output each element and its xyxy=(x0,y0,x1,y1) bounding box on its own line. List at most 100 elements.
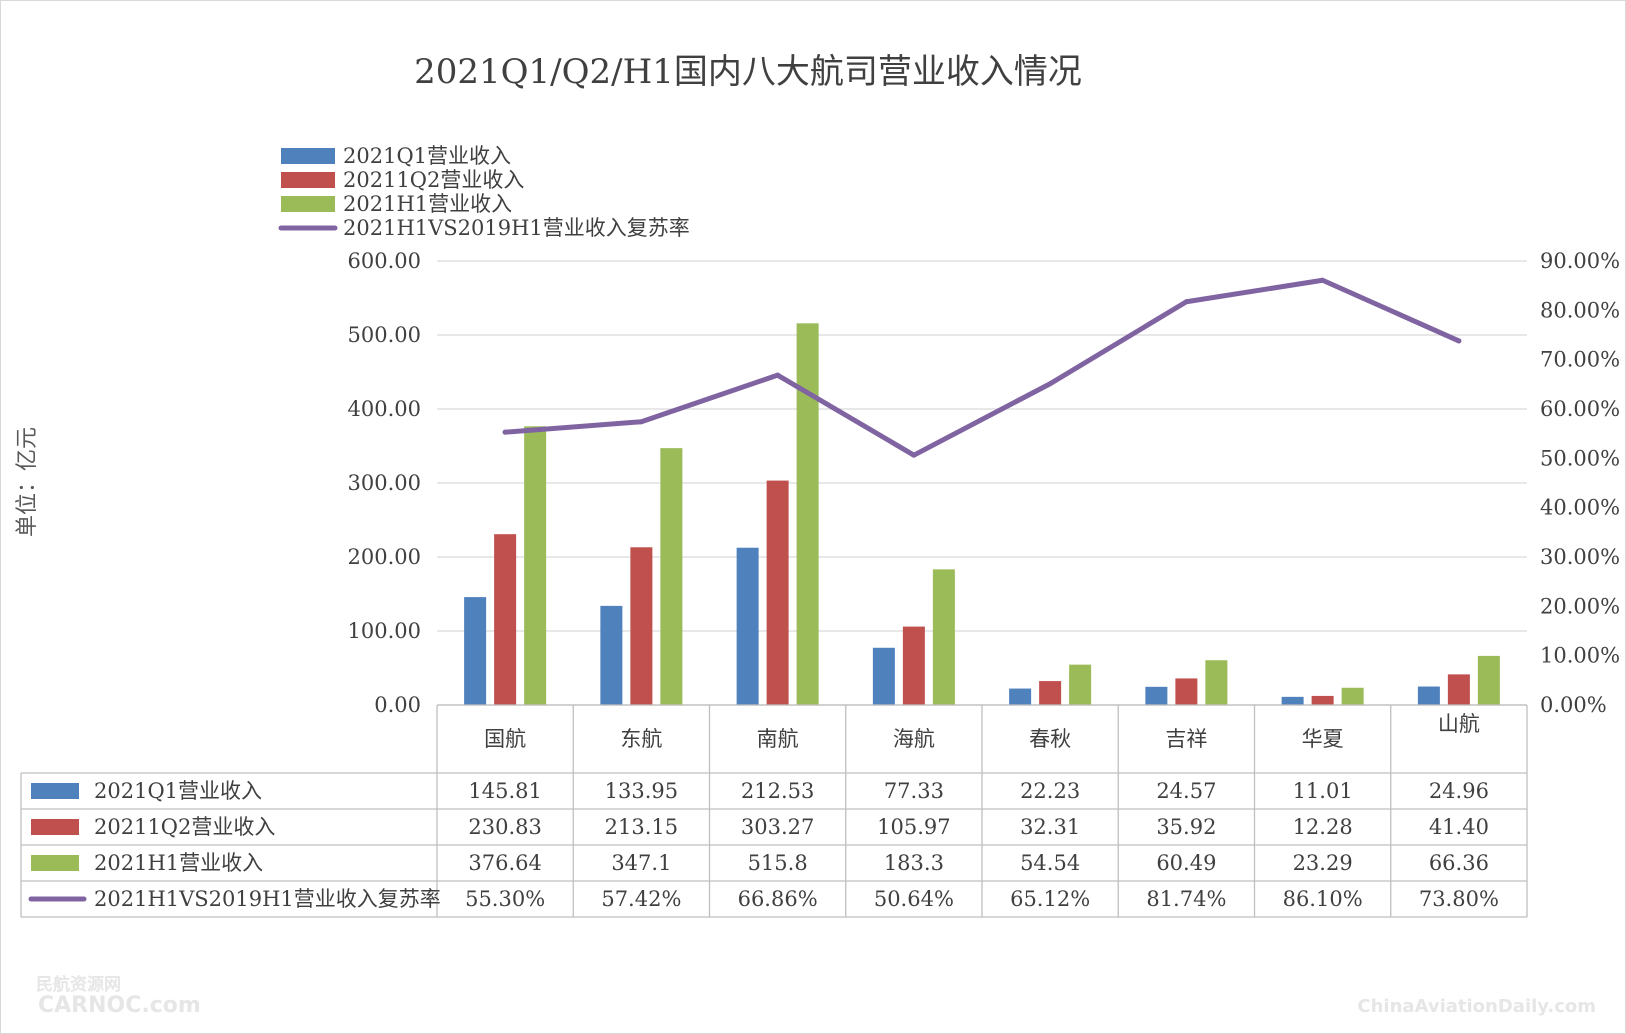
table-cell: 213.15 xyxy=(605,815,678,839)
bar-2-5 xyxy=(1175,678,1198,705)
table-cell: 24.96 xyxy=(1429,779,1489,803)
table-cell: 35.92 xyxy=(1156,815,1216,839)
table-cell: 515.8 xyxy=(748,851,808,875)
legend-label: 2021H1VS2019H1营业收入复苏率 xyxy=(343,216,690,240)
bar-3-3 xyxy=(932,569,955,705)
table-cell: 22.23 xyxy=(1020,779,1080,803)
table-cell: 57.42% xyxy=(601,887,681,911)
bar-1-5 xyxy=(1145,686,1168,705)
bars xyxy=(464,323,1500,705)
category-label: 东航 xyxy=(620,727,662,751)
table-cell: 65.12% xyxy=(1010,887,1090,911)
bar-3-4 xyxy=(1069,664,1092,705)
line-point-3 xyxy=(911,452,917,458)
table-cell: 11.01 xyxy=(1293,779,1353,803)
y-tick-label: 100.00 xyxy=(348,619,421,643)
table-cell: 41.40 xyxy=(1429,815,1489,839)
bar-1-0 xyxy=(464,597,487,705)
table-cell: 73.80% xyxy=(1419,887,1499,911)
y-axis-secondary: 0.00% 10.00% 20.00% 30.00% 40.00% 50.00% 60.00… xyxy=(1540,249,1620,717)
y2-tick-label: 20.00% xyxy=(1540,594,1620,618)
table-cell: 66.36 xyxy=(1429,851,1489,875)
y2-tick-label: 80.00% xyxy=(1540,298,1620,322)
table-cell: 347.1 xyxy=(611,851,671,875)
y2-tick-label: 0.00% xyxy=(1540,693,1607,717)
bar-2-2 xyxy=(766,480,789,705)
table-cell: 50.64% xyxy=(874,887,954,911)
y2-tick-label: 70.00% xyxy=(1540,348,1620,372)
table-row-label: 2021H1营业收入 xyxy=(94,851,263,875)
line-point-4 xyxy=(1047,381,1053,387)
recovery-rate-polyline xyxy=(502,277,1462,458)
table-cell: 376.64 xyxy=(468,851,541,875)
table-legend-swatch xyxy=(31,783,79,799)
y-axis-primary: 0.00 100.00 200.00 300.00 400.00 500.00 600.00 xyxy=(348,249,421,717)
line-point-2 xyxy=(775,372,781,378)
y2-tick-label: 50.00% xyxy=(1540,446,1620,470)
data-table: 国航 东航 南航 海航 春秋 吉祥 华夏 山航 2021Q1营业收入 145.81 133.95 21… xyxy=(20,704,1528,918)
table-cell: 12.28 xyxy=(1293,815,1353,839)
line-point-0 xyxy=(502,429,508,435)
table-cell: 230.83 xyxy=(468,815,541,839)
table-cell: 54.54 xyxy=(1020,851,1080,875)
bar-1-6 xyxy=(1281,696,1304,705)
y-tick-label: 600.00 xyxy=(348,249,421,273)
legend-swatch xyxy=(281,172,335,188)
category-label: 山航 xyxy=(1438,712,1480,736)
y-tick-label: 200.00 xyxy=(348,545,421,569)
watermark-carnoc-en: CARNOC.com xyxy=(38,993,201,1018)
y-tick-label: 400.00 xyxy=(348,397,421,421)
bar-2-7 xyxy=(1447,674,1470,705)
table-legend-swatch xyxy=(31,855,79,871)
table-cell: 81.74% xyxy=(1146,887,1226,911)
bar-1-7 xyxy=(1417,686,1440,705)
line-point-6 xyxy=(1320,277,1326,283)
table-cell: 105.97 xyxy=(877,815,950,839)
table-cell: 60.49 xyxy=(1156,851,1216,875)
y-tick-label: 0.00 xyxy=(374,693,421,717)
bar-3-7 xyxy=(1477,655,1500,705)
y2-tick-label: 10.00% xyxy=(1540,644,1620,668)
bar-1-1 xyxy=(600,605,623,705)
recovery-rate-line xyxy=(502,277,1462,458)
line-point-7 xyxy=(1456,338,1462,344)
category-label: 海航 xyxy=(893,727,935,751)
table-legend-swatch xyxy=(31,819,79,835)
bar-3-1 xyxy=(660,448,683,705)
table-cell: 133.95 xyxy=(605,779,678,803)
chart-title: 2021Q1/Q2/H1国内八大航司营业收入情况 xyxy=(414,52,1082,92)
table-cell: 23.29 xyxy=(1293,851,1353,875)
watermark-carnoc: 民航资源网 CARNOC.com xyxy=(36,974,201,1018)
table-cell: 145.81 xyxy=(468,779,541,803)
bar-3-6 xyxy=(1341,687,1364,705)
bar-2-6 xyxy=(1311,695,1334,705)
bar-1-2 xyxy=(736,547,759,705)
legend-label: 2021Q1营业收入 xyxy=(343,144,511,168)
bar-2-1 xyxy=(630,547,653,705)
table-cell: 212.53 xyxy=(741,779,814,803)
y-axis-label: 单位：亿元 xyxy=(15,427,40,537)
y-tick-label: 500.00 xyxy=(348,323,421,347)
bar-3-2 xyxy=(796,323,819,705)
table-cell: 55.30% xyxy=(465,887,545,911)
category-label: 春秋 xyxy=(1029,727,1071,751)
bar-1-4 xyxy=(1009,688,1032,705)
bar-2-4 xyxy=(1039,681,1062,705)
category-label: 南航 xyxy=(757,727,799,751)
category-label: 华夏 xyxy=(1302,727,1344,751)
table-cell: 24.57 xyxy=(1156,779,1216,803)
category-label: 吉祥 xyxy=(1165,727,1207,751)
legend: 2021Q1营业收入20211Q2营业收入2021H1营业收入2021H1VS2… xyxy=(278,144,690,240)
y2-tick-label: 40.00% xyxy=(1540,496,1620,520)
y2-tick-label: 60.00% xyxy=(1540,397,1620,421)
legend-swatch xyxy=(281,148,335,164)
bar-2-0 xyxy=(494,534,517,705)
table-cell: 77.33 xyxy=(884,779,944,803)
table-row-label: 2021H1VS2019H1营业收入复苏率 xyxy=(94,887,441,911)
watermark-cad: ChinaAviationDaily.com xyxy=(1357,996,1596,1017)
bar-3-5 xyxy=(1205,660,1228,705)
table-cell: 32.31 xyxy=(1020,815,1080,839)
table-cell: 303.27 xyxy=(741,815,814,839)
y2-tick-label: 90.00% xyxy=(1540,249,1620,273)
